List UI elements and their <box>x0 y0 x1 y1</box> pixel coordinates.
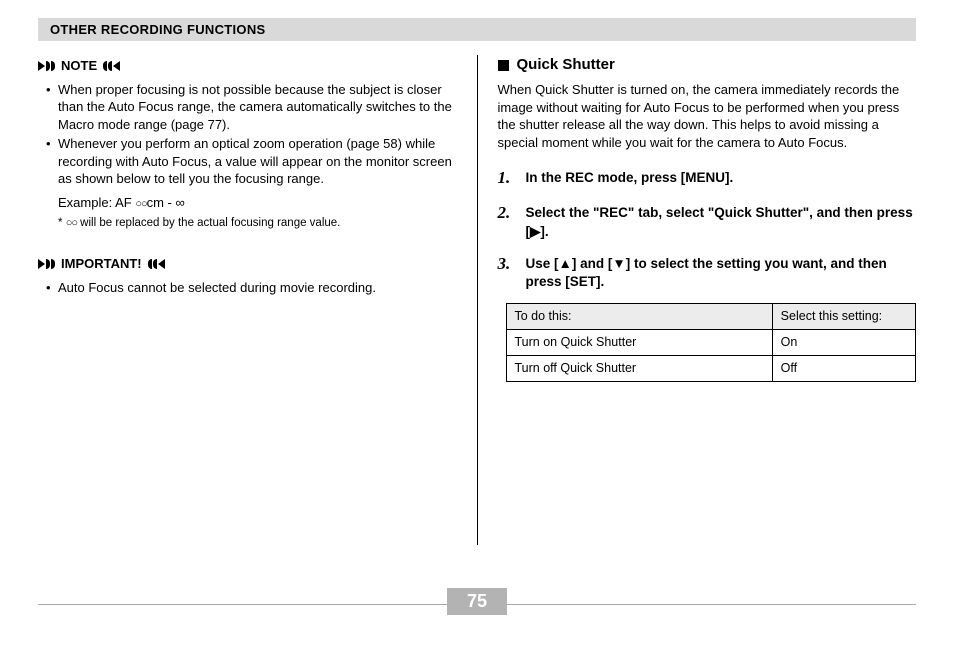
left-column: NOTE When proper focusing is not possibl… <box>38 55 477 545</box>
step-item: 3. Use [▲] and [▼] to select the setting… <box>498 253 917 291</box>
step-text: In the REC mode, press [MENU]. <box>526 167 734 190</box>
quick-shutter-heading: Quick Shutter <box>498 55 917 75</box>
table-row: Turn off Quick Shutter Off <box>506 356 916 382</box>
right-column: Quick Shutter When Quick Shutter is turn… <box>478 55 917 545</box>
table-cell: Turn off Quick Shutter <box>506 356 772 382</box>
note-item: When proper focusing is not possible bec… <box>58 81 457 134</box>
important-label: IMPORTANT! <box>38 255 457 273</box>
note-list: When proper focusing is not possible bec… <box>38 81 457 188</box>
footer-rule-right <box>507 604 916 605</box>
important-left-icon <box>38 259 55 269</box>
step-number: 2. <box>498 202 518 240</box>
step-text: Use [▲] and [▼] to select the setting yo… <box>526 253 917 291</box>
table-cell: Off <box>772 356 915 382</box>
example-suffix: cm - ∞ <box>147 195 185 210</box>
page-number: 75 <box>447 588 507 615</box>
steps-list: 1. In the REC mode, press [MENU]. 2. Sel… <box>498 167 917 291</box>
table-header: Select this setting: <box>772 304 915 330</box>
important-right-icon <box>148 259 165 269</box>
footnote-text: will be replaced by the actual focusing … <box>77 217 340 229</box>
table-header: To do this: <box>506 304 772 330</box>
note-right-icon <box>103 61 120 71</box>
table-cell: On <box>772 330 915 356</box>
example-line: Example: AF ○○cm - ∞ <box>38 194 457 212</box>
step-item: 1. In the REC mode, press [MENU]. <box>498 167 917 190</box>
note-left-icon <box>38 61 55 71</box>
table-header-row: To do this: Select this setting: <box>506 304 916 330</box>
important-list: Auto Focus cannot be selected during mov… <box>38 279 457 297</box>
heading-text: Quick Shutter <box>517 55 615 75</box>
example-circles: ○○ <box>135 198 146 210</box>
important-label-text: IMPORTANT! <box>61 255 142 273</box>
important-item: Auto Focus cannot be selected during mov… <box>58 279 457 297</box>
example-prefix: Example: AF <box>58 195 135 210</box>
section-header: OTHER RECORDING FUNCTIONS <box>38 18 916 41</box>
note-item: Whenever you perform an optical zoom ope… <box>58 135 457 188</box>
footnote-circles: ○○ <box>66 217 77 229</box>
page-footer: 75 <box>38 591 916 618</box>
intro-paragraph: When Quick Shutter is turned on, the cam… <box>498 81 917 151</box>
content-columns: NOTE When proper focusing is not possibl… <box>38 55 916 545</box>
step-item: 2. Select the "REC" tab, select "Quick S… <box>498 202 917 240</box>
footnote-line: * ○○ will be replaced by the actual focu… <box>38 216 457 232</box>
note-label-text: NOTE <box>61 57 97 75</box>
step-text: Select the "REC" tab, select "Quick Shut… <box>526 202 917 240</box>
step-number: 1. <box>498 167 518 190</box>
note-label: NOTE <box>38 57 457 75</box>
table-row: Turn on Quick Shutter On <box>506 330 916 356</box>
footnote-star: * <box>58 217 62 229</box>
table-cell: Turn on Quick Shutter <box>506 330 772 356</box>
square-bullet-icon <box>498 60 509 71</box>
footer-rule-left <box>38 604 447 605</box>
step-number: 3. <box>498 253 518 291</box>
settings-table: To do this: Select this setting: Turn on… <box>506 303 917 382</box>
